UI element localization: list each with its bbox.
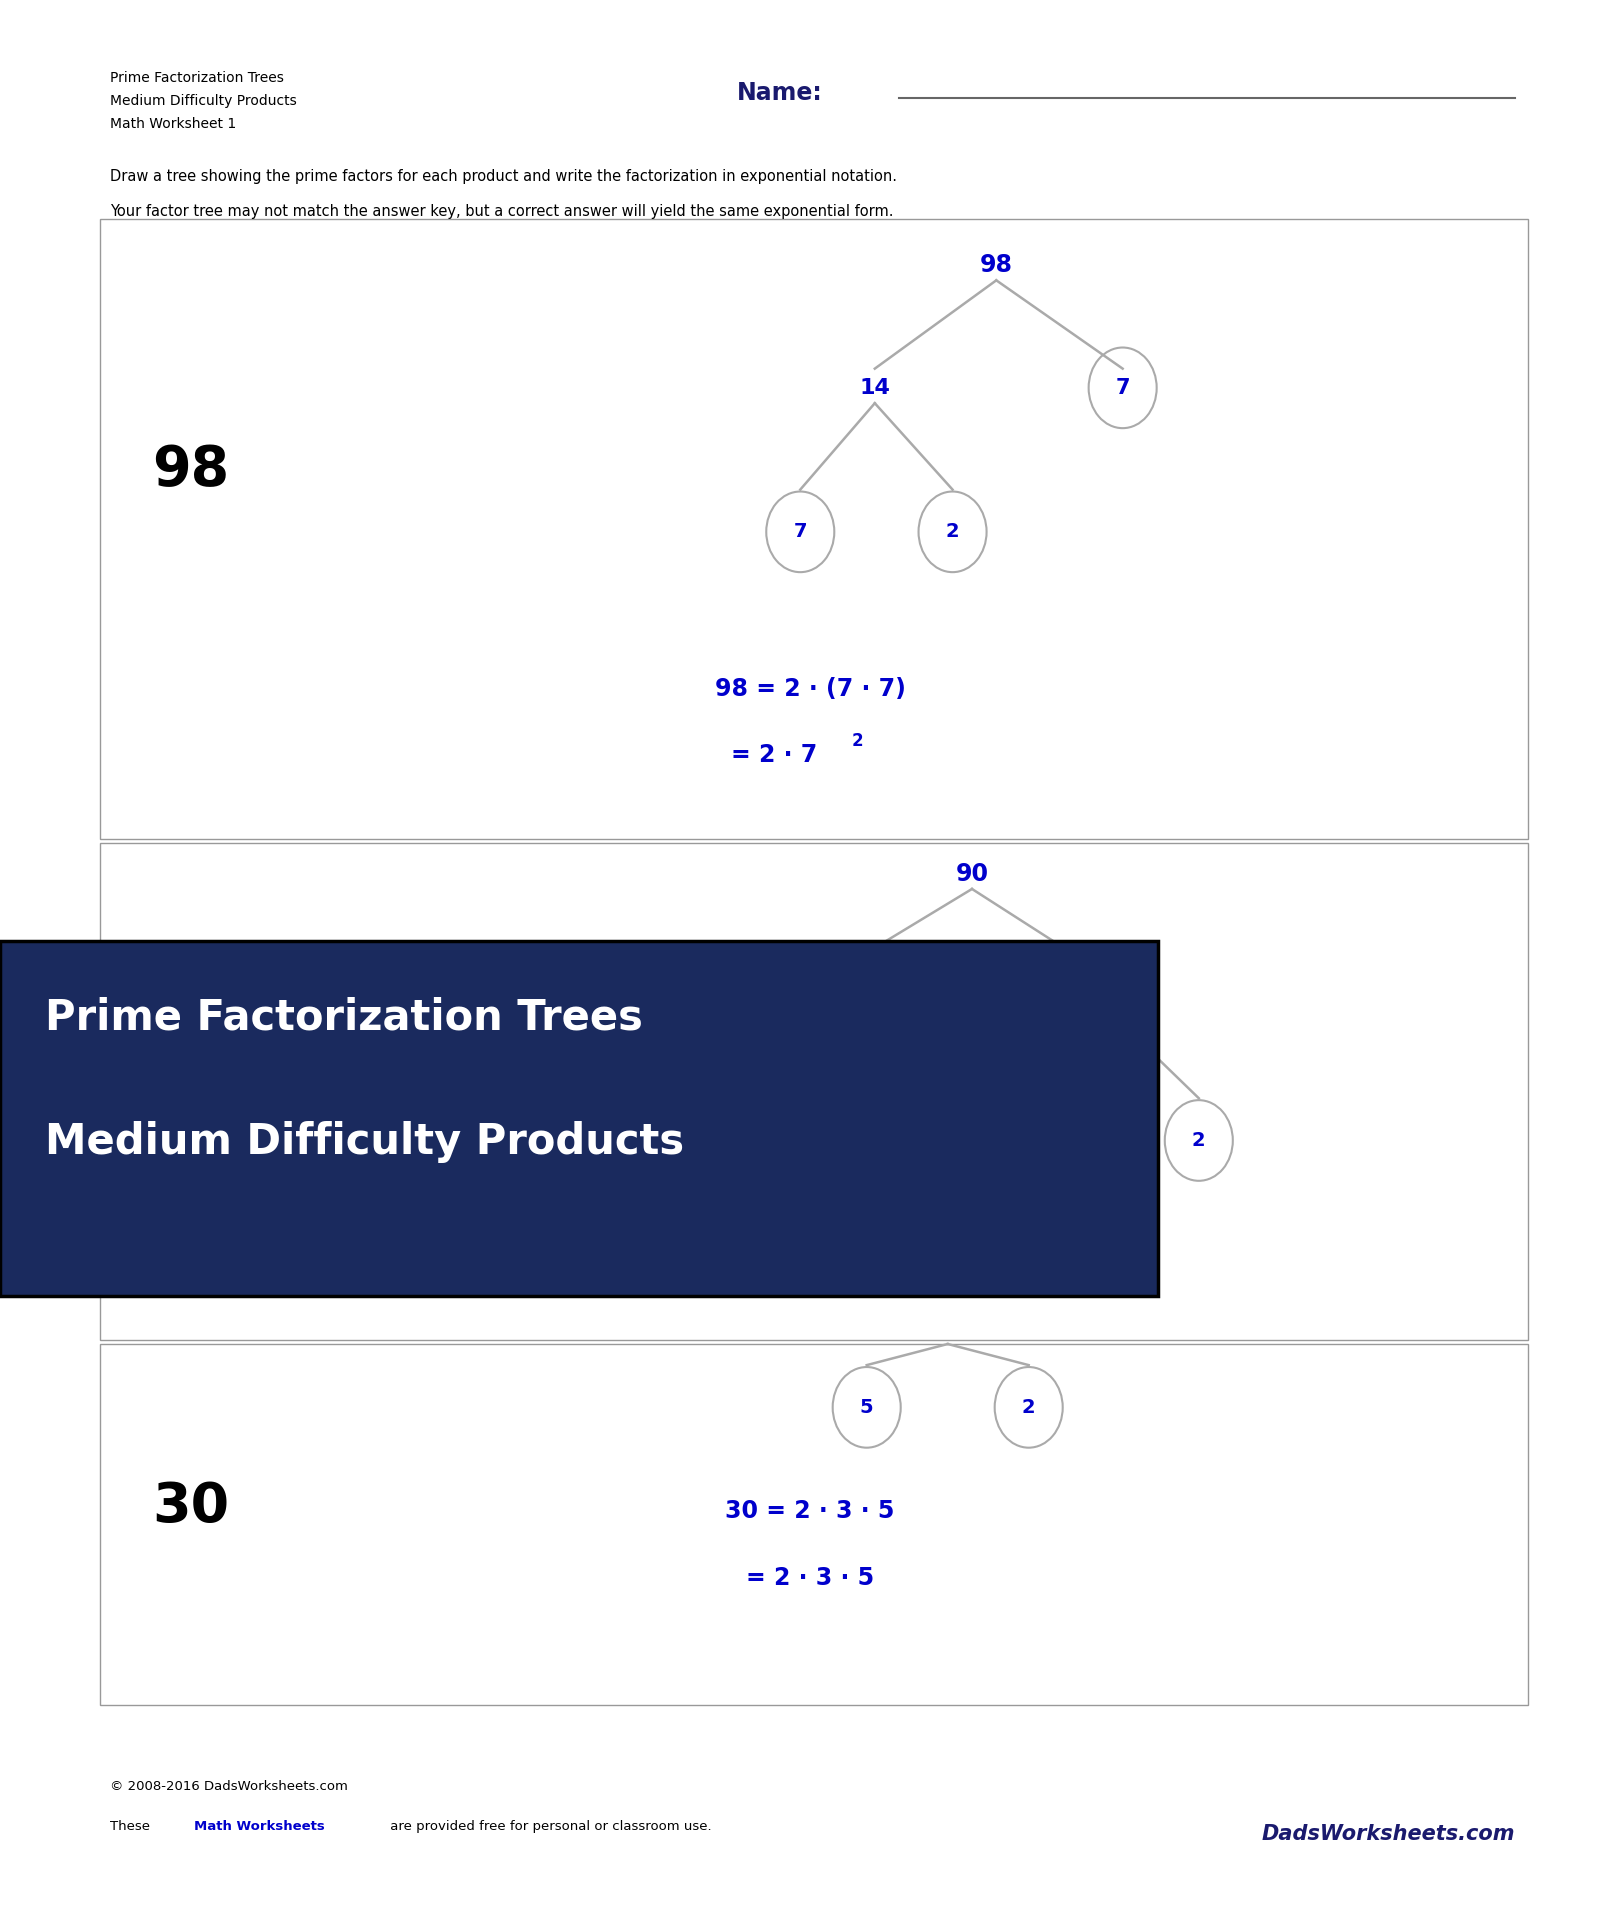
Text: 10: 10 xyxy=(1094,987,1126,1006)
Text: 14: 14 xyxy=(859,378,891,397)
Text: Prime Factorization Trees: Prime Factorization Trees xyxy=(110,71,284,84)
Text: 98 = 2 · (7 · 7): 98 = 2 · (7 · 7) xyxy=(714,678,906,701)
Text: 7: 7 xyxy=(1116,378,1129,397)
Text: = 2 · 3 · 5: = 2 · 3 · 5 xyxy=(745,1567,875,1590)
Bar xyxy=(100,843,1528,1340)
Text: DadsWorksheets.com: DadsWorksheets.com xyxy=(1262,1824,1515,1843)
Text: 30 = 2 · 3 · 5: 30 = 2 · 3 · 5 xyxy=(726,1500,894,1523)
Text: 2: 2 xyxy=(1192,1131,1205,1150)
Text: 90 = 2 · (3 · 3) · 5: 90 = 2 · (3 · 3) · 5 xyxy=(693,1271,927,1294)
Text: 7: 7 xyxy=(794,522,807,541)
Text: These: These xyxy=(110,1820,154,1834)
Text: 3: 3 xyxy=(897,1131,910,1150)
Text: Medium Difficulty Products: Medium Difficulty Products xyxy=(45,1121,685,1164)
Text: Name:: Name: xyxy=(737,81,823,106)
Text: = 2 · 7: = 2 · 7 xyxy=(731,743,818,766)
Text: Draw a tree showing the prime factors for each product and write the factorizati: Draw a tree showing the prime factors fo… xyxy=(110,169,897,184)
Bar xyxy=(100,1344,1528,1705)
Text: Your factor tree may not match the answer key, but a correct answer will yield t: Your factor tree may not match the answe… xyxy=(110,204,894,219)
Text: Prime Factorization Trees: Prime Factorization Trees xyxy=(45,996,643,1039)
Text: 2: 2 xyxy=(1022,1398,1035,1417)
Text: 2: 2 xyxy=(850,732,863,751)
Text: 90: 90 xyxy=(956,862,988,885)
Text: 5: 5 xyxy=(1038,1131,1051,1150)
Text: 90: 90 xyxy=(152,1039,230,1092)
Text: © 2008-2016 DadsWorksheets.com: © 2008-2016 DadsWorksheets.com xyxy=(110,1780,348,1793)
Text: Medium Difficulty Products: Medium Difficulty Products xyxy=(110,94,296,108)
Text: 30: 30 xyxy=(152,1480,230,1534)
Text: 2: 2 xyxy=(946,522,959,541)
Text: 98: 98 xyxy=(980,253,1012,276)
Text: 9: 9 xyxy=(818,987,834,1006)
Text: are provided free for personal or classroom use.: are provided free for personal or classr… xyxy=(386,1820,711,1834)
Bar xyxy=(0,941,1158,1296)
Text: 3: 3 xyxy=(735,1131,748,1150)
Bar xyxy=(100,219,1528,839)
Text: Math Worksheets: Math Worksheets xyxy=(194,1820,326,1834)
Text: Math Worksheet 1: Math Worksheet 1 xyxy=(110,117,237,131)
Text: 5: 5 xyxy=(860,1398,873,1417)
Text: 98: 98 xyxy=(152,444,230,497)
